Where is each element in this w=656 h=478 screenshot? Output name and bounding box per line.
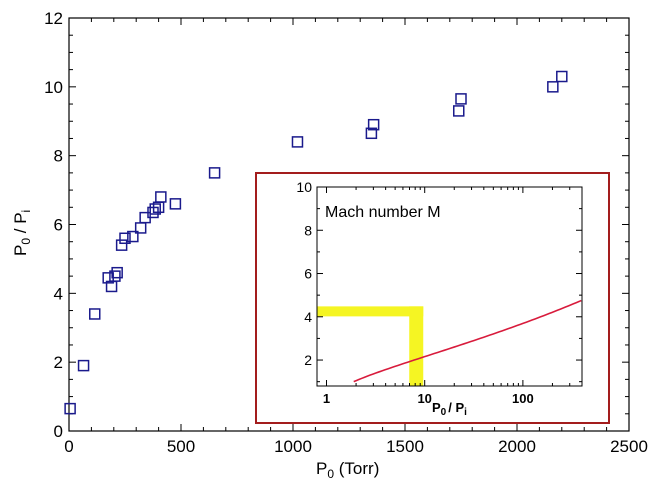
inset-x-tick-label: 10	[417, 391, 431, 406]
data-point	[291, 136, 304, 148]
data-point	[149, 203, 161, 215]
y-tick-label: 4	[54, 284, 63, 303]
inset-plot-frame	[316, 186, 583, 387]
y-tick-label: 0	[54, 422, 63, 441]
data-point	[155, 191, 167, 203]
data-point	[455, 93, 467, 105]
x-tick-label: 1000	[274, 437, 312, 456]
data-point	[365, 127, 378, 140]
inset-outer-frame	[255, 172, 610, 424]
data-point	[556, 70, 568, 83]
inset-y-tick-label: 8	[304, 222, 312, 238]
inset-chart: 1 10 100 2 4 6 8 10 Mach number M P0/ Pi	[255, 172, 610, 424]
y-tick-label: 10	[44, 78, 63, 97]
inset-y-tick-label: 2	[304, 352, 312, 368]
data-point	[64, 402, 76, 415]
highlight-vertical	[409, 306, 424, 386]
x-tick-label: 1500	[386, 437, 424, 456]
main-axis-ticks	[68, 17, 630, 432]
data-point	[115, 239, 128, 251]
data-point	[119, 232, 131, 245]
y-tick-label: 12	[44, 9, 63, 28]
data-point	[127, 230, 139, 243]
main-x-axis-label: P0 (Torr)	[316, 459, 379, 478]
data-point	[208, 167, 221, 179]
inset-axis-ticks	[317, 186, 583, 386]
data-point	[169, 198, 182, 210]
x-tick-label: 500	[167, 437, 195, 456]
inset-x-tick-label: 1	[323, 391, 330, 406]
main-data-points	[64, 70, 568, 415]
inset-y-tick-label: 6	[304, 266, 312, 282]
highlight-horizontal	[317, 306, 424, 317]
data-point	[77, 359, 90, 372]
data-point	[367, 118, 380, 131]
y-tick-label: 2	[54, 353, 63, 372]
y-tick-label: 8	[54, 147, 63, 166]
data-point	[109, 270, 121, 282]
mach-curve	[353, 299, 582, 383]
inset-x-axis-label: P0/ Pi	[432, 400, 467, 418]
inset-y-tick-label: 10	[296, 179, 312, 195]
y-tick-label: 6	[54, 216, 63, 235]
inset-axis-tick-labels: 1 10 100 2 4 6 8 10	[296, 179, 533, 406]
x-tick-label: 0	[64, 437, 73, 456]
inset-y-tick-label: 4	[304, 309, 312, 325]
inset-title: Mach number M	[325, 204, 441, 221]
x-tick-label: 2500	[610, 437, 648, 456]
x-tick-label: 2000	[498, 437, 536, 456]
inset-x-tick-label: 100	[512, 391, 534, 406]
inset-highlight	[317, 306, 424, 386]
data-point	[111, 266, 123, 279]
main-y-axis-label: P0 / Pi	[11, 210, 33, 256]
data-point	[89, 308, 101, 320]
data-point	[453, 105, 465, 117]
data-point	[547, 81, 559, 93]
